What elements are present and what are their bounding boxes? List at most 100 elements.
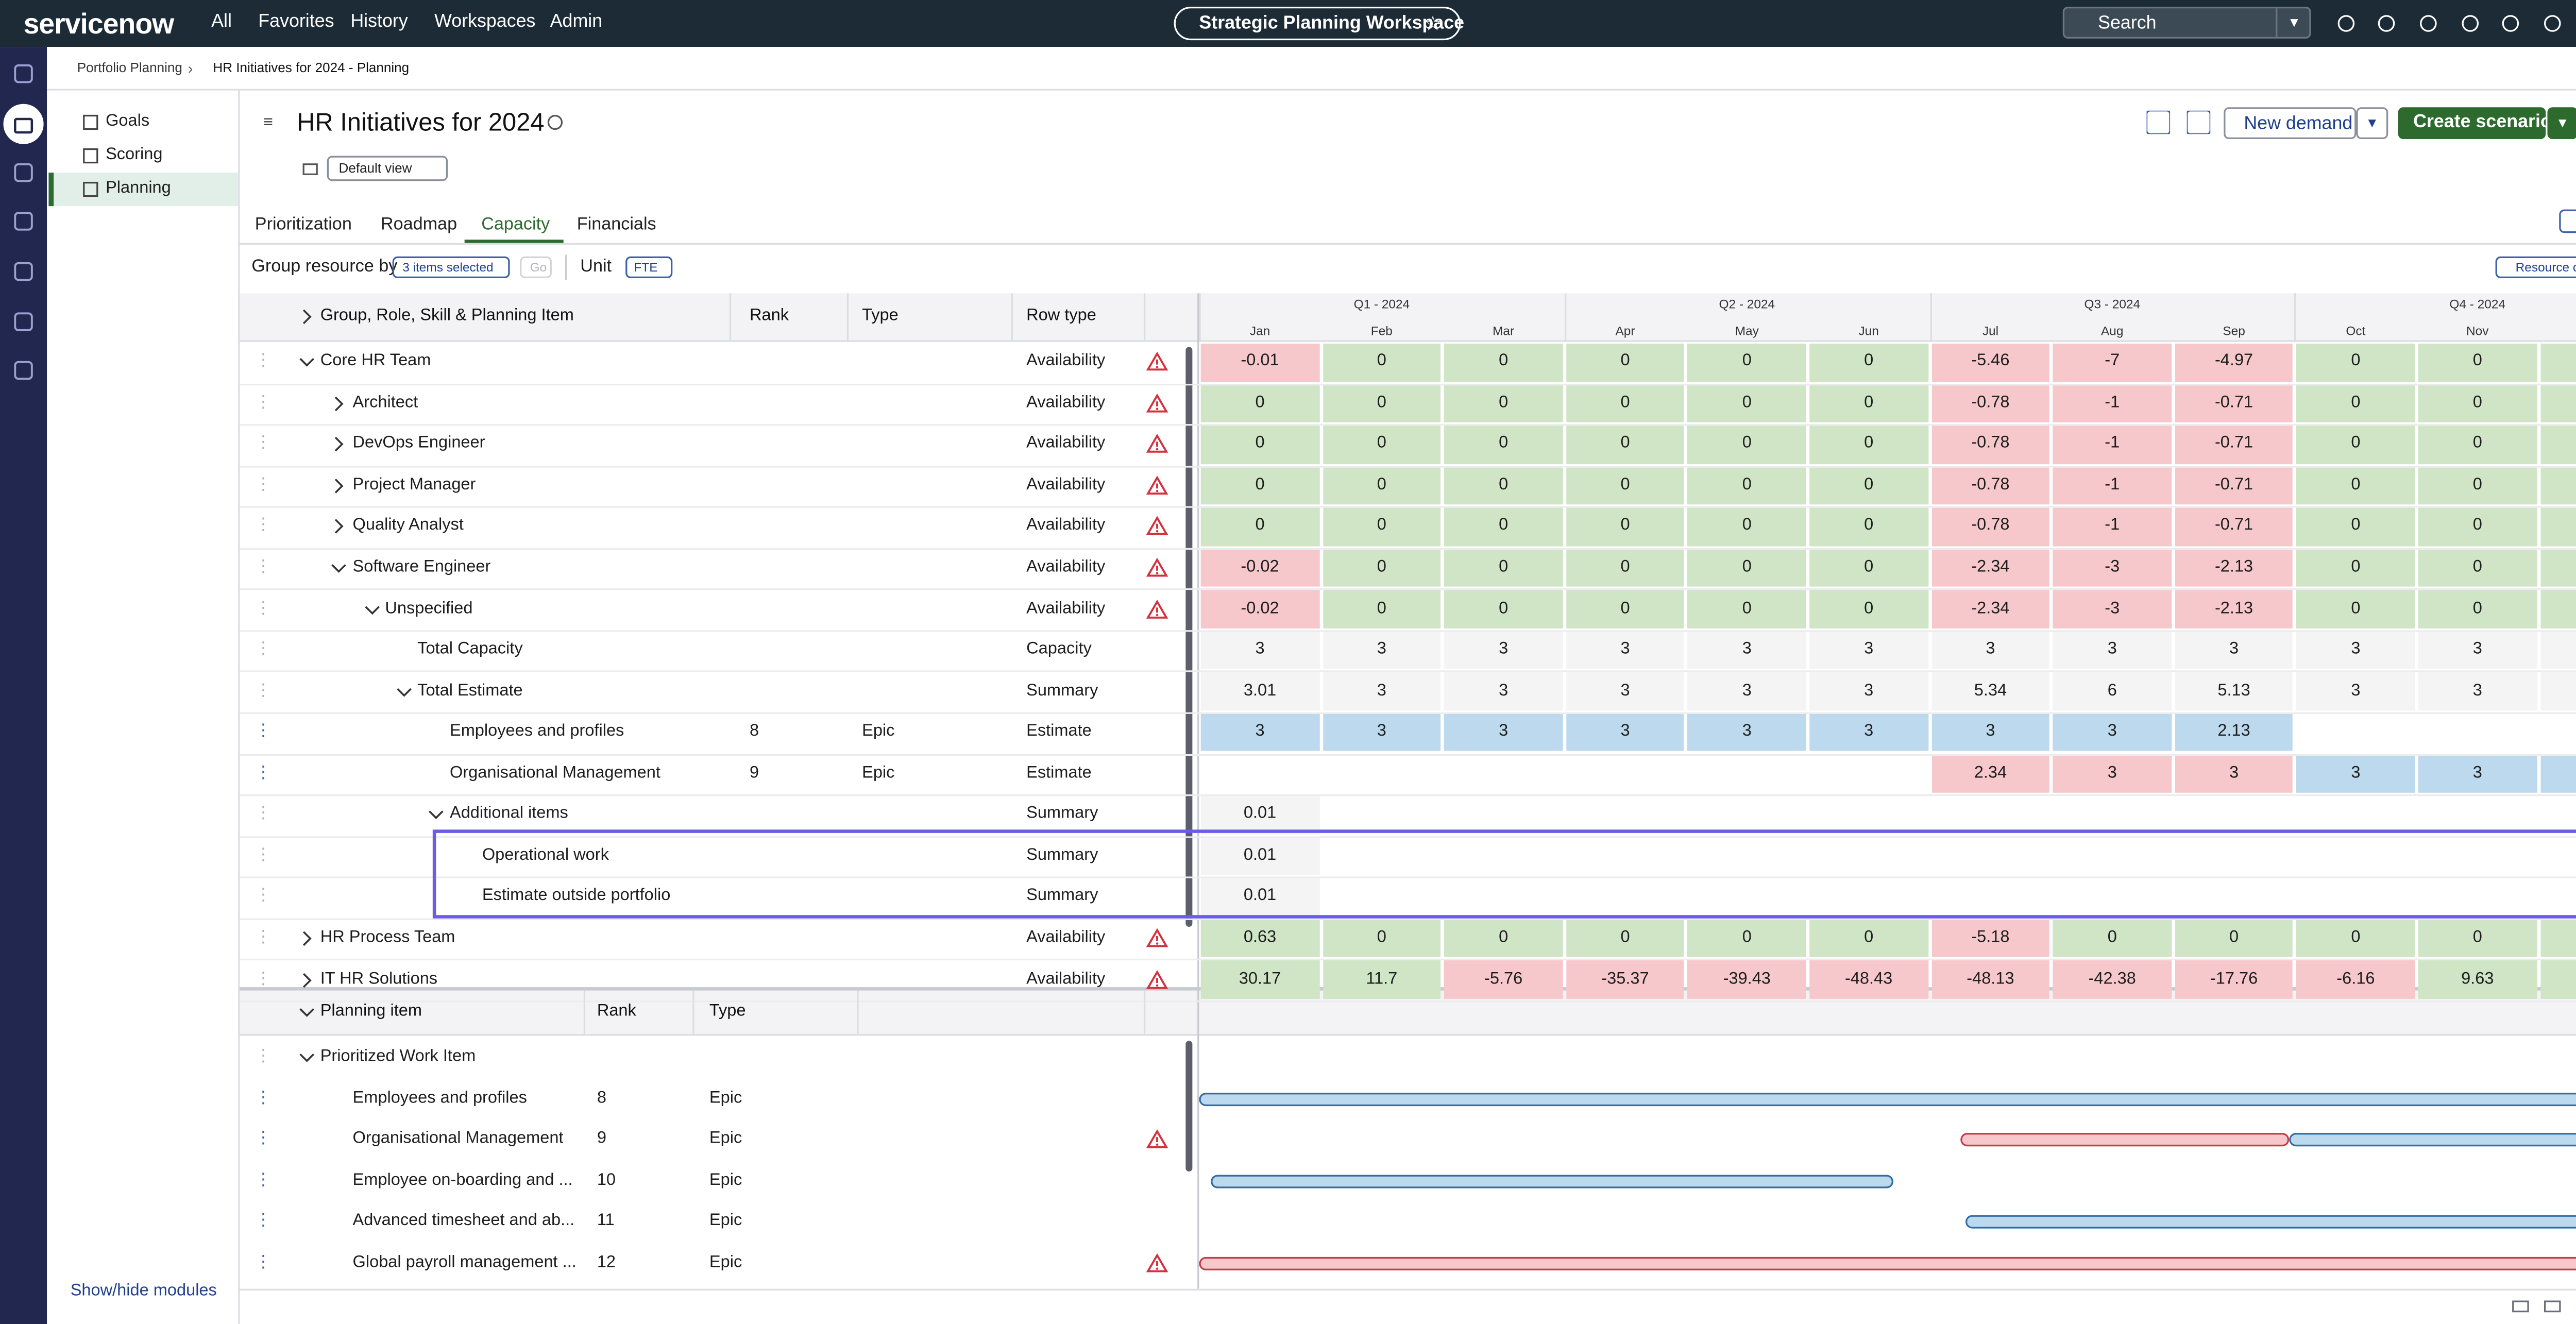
row-expander[interactable] — [392, 680, 416, 704]
nav-menu-item[interactable]: History — [350, 11, 408, 32]
create-scenario-dropdown[interactable]: ▼ — [2547, 107, 2576, 140]
drag-handle[interactable]: ⋮ — [255, 763, 272, 783]
drag-handle[interactable]: ⋮ — [255, 558, 272, 577]
info-icon[interactable] — [544, 111, 567, 134]
cell-value: 0 — [1499, 517, 1509, 536]
collapse-icon[interactable]: ≡ — [263, 114, 274, 133]
unit-select[interactable]: FTE — [625, 256, 673, 279]
drag-handle[interactable]: ⋮ — [255, 1171, 272, 1190]
search-box[interactable]: Search ▼ — [2062, 7, 2311, 39]
tab[interactable]: Financials — [577, 214, 656, 235]
go-button[interactable]: Go — [520, 256, 552, 279]
row-expander[interactable] — [295, 927, 319, 950]
new-demand-dropdown[interactable]: ▼ — [2356, 107, 2388, 140]
drag-handle[interactable]: ⋮ — [255, 640, 272, 659]
rail-icon[interactable] — [12, 62, 36, 86]
drag-handle[interactable]: ⋮ — [255, 1048, 272, 1066]
tab[interactable]: Prioritization — [255, 214, 352, 235]
view-select[interactable]: Default view — [327, 156, 448, 181]
row-expander[interactable] — [328, 474, 351, 498]
filter-button[interactable]: Filter — [2559, 209, 2576, 233]
row-divider — [240, 753, 2576, 755]
value-cell: 0 — [2418, 384, 2537, 423]
breadcrumb-link[interactable]: Portfolio Planning — [77, 60, 182, 76]
nav-menu-item[interactable]: Admin — [550, 11, 603, 32]
drag-handle[interactable]: ⋮ — [255, 887, 272, 906]
cell-value: -6.16 — [2336, 970, 2375, 988]
workspace-pill[interactable]: Strategic Planning Workspace ☆ — [1174, 7, 1464, 41]
expand-all[interactable] — [295, 305, 319, 329]
drag-handle[interactable]: ⋮ — [255, 434, 272, 453]
create-scenario-button[interactable]: Create scenario — [2398, 107, 2552, 140]
resource-criteria-button[interactable]: Resource criteria — [2495, 256, 2576, 279]
drag-handle[interactable]: ⋮ — [255, 681, 272, 700]
cell-value: 0 — [1499, 558, 1509, 577]
sidebar-item[interactable]: Scoring — [106, 146, 163, 164]
drag-handle[interactable]: ⋮ — [255, 476, 272, 495]
nav-icon[interactable] — [2334, 12, 2358, 36]
row-expander[interactable] — [328, 556, 351, 580]
nav-icon[interactable] — [2459, 12, 2482, 36]
view-toggle[interactable] — [2512, 1300, 2529, 1313]
drag-handle[interactable]: ⋮ — [255, 928, 272, 947]
drag-handle[interactable]: ⋮ — [255, 722, 272, 741]
value-cell: 0 — [2296, 919, 2415, 958]
drag-handle[interactable]: ⋮ — [255, 352, 272, 371]
nav-menu-item[interactable]: Workspaces — [434, 11, 536, 32]
sidebar-item[interactable]: Planning — [106, 179, 171, 198]
row-expander-glyph — [299, 358, 314, 367]
drag-handle[interactable]: ⋮ — [255, 1130, 272, 1149]
row-expander-glyph — [299, 1054, 314, 1063]
value-cell: 0 — [1809, 590, 1928, 629]
row-expander[interactable] — [295, 1046, 319, 1070]
planning-item-rank: 10 — [597, 1171, 616, 1190]
drag-handle[interactable]: ⋮ — [255, 846, 272, 865]
drag-handle[interactable]: ⋮ — [255, 805, 272, 824]
lower-expand-all[interactable] — [295, 1000, 319, 1024]
rail-icon[interactable] — [12, 161, 36, 184]
sidebar-footer[interactable]: Show/hide modules — [70, 1282, 217, 1301]
row-expander[interactable] — [328, 515, 351, 539]
nav-icon[interactable] — [2540, 12, 2564, 36]
rail-icon[interactable] — [12, 260, 36, 283]
drag-handle[interactable]: ⋮ — [255, 1212, 272, 1231]
group-select[interactable]: 3 items selected — [392, 256, 510, 279]
row-expander[interactable] — [425, 803, 448, 827]
rail-icon[interactable] — [12, 359, 36, 382]
new-demand-button[interactable]: New demand — [2224, 107, 2357, 140]
view-toggle[interactable] — [2544, 1300, 2561, 1313]
rail-icon[interactable] — [12, 310, 36, 334]
drag-handle[interactable]: ⋮ — [255, 1089, 272, 1108]
value-cell: 3 — [1687, 631, 1806, 670]
row-expander[interactable] — [295, 351, 319, 375]
rail-icon[interactable] — [12, 210, 36, 233]
sidebar-item[interactable]: Goals — [106, 112, 150, 131]
drag-handle[interactable]: ⋮ — [255, 970, 272, 988]
drag-handle[interactable]: ⋮ — [255, 1253, 272, 1272]
nav-icon[interactable] — [2375, 12, 2398, 36]
gantt-bar[interactable] — [1211, 1175, 1893, 1189]
row-expander[interactable] — [295, 968, 319, 992]
share-button[interactable] — [2186, 110, 2211, 135]
gantt-bar[interactable] — [1966, 1216, 2576, 1230]
nav-menu-item[interactable]: Favorites — [258, 11, 334, 32]
gantt-bar[interactable] — [1199, 1092, 2576, 1106]
gantt-bar[interactable] — [1199, 1257, 2576, 1270]
gantt-bar[interactable] — [2289, 1133, 2576, 1147]
rail-active[interactable] — [3, 104, 44, 144]
chat-button[interactable] — [2145, 110, 2171, 135]
tab[interactable]: Capacity — [481, 214, 550, 235]
cell-value: 2.13 — [2217, 722, 2250, 741]
tab[interactable]: Roadmap — [380, 214, 457, 235]
gantt-bar[interactable] — [1960, 1133, 2289, 1147]
drag-handle[interactable]: ⋮ — [255, 599, 272, 618]
row-expander[interactable] — [360, 598, 384, 621]
row-expander[interactable] — [328, 392, 351, 416]
binoculars-icon[interactable] — [298, 158, 322, 181]
drag-handle[interactable]: ⋮ — [255, 393, 272, 412]
nav-icon[interactable] — [2417, 12, 2441, 36]
row-expander[interactable] — [328, 433, 351, 457]
nav-icon[interactable] — [2499, 12, 2522, 36]
drag-handle[interactable]: ⋮ — [255, 517, 272, 536]
nav-menu-item[interactable]: All — [211, 11, 232, 32]
